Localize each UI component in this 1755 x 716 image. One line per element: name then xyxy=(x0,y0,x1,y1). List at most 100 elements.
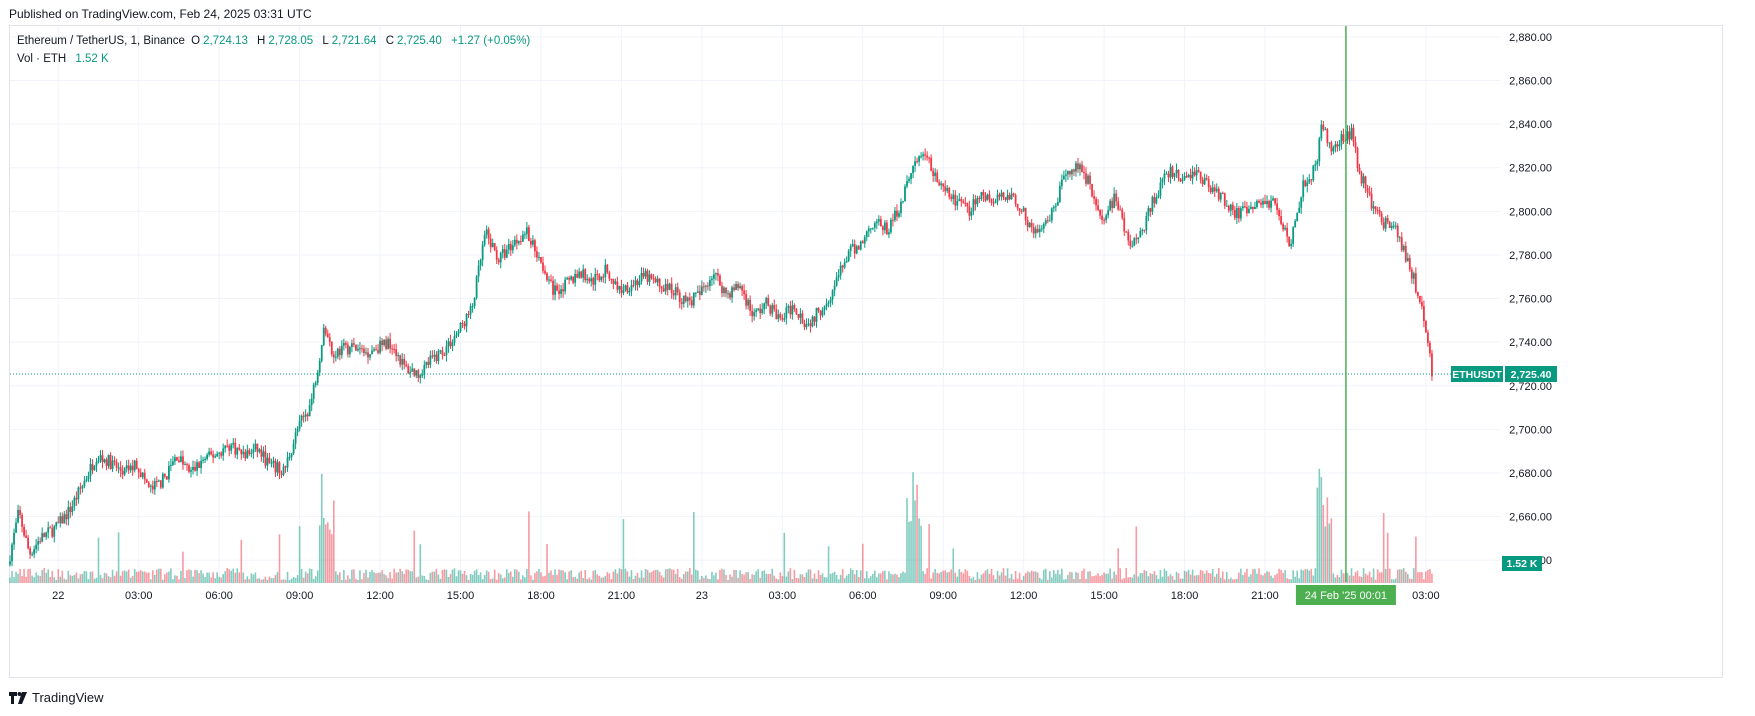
volume-bar xyxy=(363,572,365,583)
candle-body xyxy=(888,232,890,235)
candle-body xyxy=(773,304,776,310)
time-tick-label: 18:00 xyxy=(527,590,555,602)
volume-bar xyxy=(666,569,669,583)
candle-body xyxy=(167,465,170,480)
candle-body xyxy=(1185,176,1188,178)
volume-bar xyxy=(524,577,526,583)
volume-bar xyxy=(880,573,882,583)
candle-body xyxy=(829,299,832,303)
candle-body xyxy=(375,349,377,351)
volume-bar xyxy=(886,579,888,583)
volume-bar xyxy=(162,579,164,583)
volume-bar xyxy=(684,571,687,583)
volume-bar xyxy=(1404,571,1407,583)
volume-bar xyxy=(411,571,414,583)
volume-bar xyxy=(620,569,623,583)
volume-bar xyxy=(1423,579,1425,583)
volume-bar xyxy=(699,579,701,583)
volume-bar xyxy=(1362,568,1365,583)
volume-bar xyxy=(1069,571,1071,583)
volume-bar xyxy=(87,579,90,583)
candle-body xyxy=(674,287,677,296)
candle-body xyxy=(626,285,629,293)
volume-bar xyxy=(1135,526,1138,583)
candle-body xyxy=(176,457,178,461)
candle-body xyxy=(433,354,436,357)
candle-body xyxy=(990,199,993,203)
candle-body xyxy=(871,227,874,229)
last-symbol-text: ETHUSDT xyxy=(1452,369,1502,381)
volume-bar xyxy=(184,577,186,583)
candle-body xyxy=(986,194,989,201)
volume-bar xyxy=(278,534,281,583)
candle-body xyxy=(316,372,319,383)
candle-body xyxy=(938,182,941,186)
volume-bar xyxy=(572,577,574,583)
volume-bar xyxy=(69,575,72,583)
candle-body xyxy=(105,459,108,466)
volume-bar xyxy=(1374,579,1377,583)
candle-body xyxy=(344,343,347,345)
candle-body xyxy=(415,370,418,376)
candle-body xyxy=(381,340,383,345)
candle-body xyxy=(1425,321,1427,333)
candle-body xyxy=(190,469,192,472)
candle-body xyxy=(646,270,649,282)
volume-bar xyxy=(143,571,146,583)
volume-bar xyxy=(1006,568,1009,583)
candle-body xyxy=(465,313,468,327)
volume-bar xyxy=(1228,579,1230,583)
volume-bar xyxy=(755,571,757,583)
volume-bar xyxy=(361,579,363,583)
candle-body xyxy=(751,310,754,317)
volume-bar xyxy=(1159,570,1162,583)
volume-bar xyxy=(1209,573,1212,583)
candle-body xyxy=(1340,134,1343,145)
volume-bar xyxy=(672,569,675,583)
volume-bar xyxy=(821,573,824,583)
candle-body xyxy=(827,302,830,304)
candle-body xyxy=(71,506,74,513)
volume-bar xyxy=(1250,574,1252,583)
candle-body xyxy=(1058,185,1061,203)
volume-bar xyxy=(894,573,896,583)
volume-bar xyxy=(399,568,401,583)
candle-body xyxy=(45,532,48,537)
candle-body xyxy=(787,306,790,308)
volume-bar xyxy=(958,569,961,583)
volume-bar xyxy=(1386,532,1389,583)
candle-body xyxy=(1195,170,1198,176)
volume-bar xyxy=(1099,576,1101,583)
candle-body xyxy=(1129,240,1132,246)
volume-bar xyxy=(1057,569,1059,583)
volume-bar xyxy=(262,579,265,583)
volume-bar xyxy=(765,573,768,583)
candle-body xyxy=(274,460,277,473)
candle-body xyxy=(469,306,472,315)
volume-bar xyxy=(1010,574,1013,583)
volume-bar xyxy=(1123,578,1126,583)
candle-body xyxy=(1034,228,1037,234)
candle-body xyxy=(1258,200,1260,203)
volume-bar xyxy=(17,573,19,583)
candle-body xyxy=(1050,208,1053,221)
candle-body xyxy=(1322,124,1325,130)
volume-bar xyxy=(389,572,391,583)
volume-bar xyxy=(688,568,691,583)
candle-body xyxy=(614,281,617,284)
candle-body xyxy=(29,548,32,555)
volume-bar xyxy=(610,579,613,583)
candle-body xyxy=(479,259,482,266)
candle-body xyxy=(777,314,780,319)
candle-body xyxy=(658,278,661,287)
volume-bar xyxy=(1109,568,1111,583)
candle-body xyxy=(932,170,935,176)
candle-body xyxy=(584,269,587,281)
time-tick-label: 12:00 xyxy=(1010,590,1038,602)
candle-body xyxy=(123,468,126,475)
candle-body xyxy=(556,285,558,291)
volume-bar xyxy=(1179,578,1182,583)
volume-bar xyxy=(371,569,373,583)
volume-bar xyxy=(51,571,54,583)
